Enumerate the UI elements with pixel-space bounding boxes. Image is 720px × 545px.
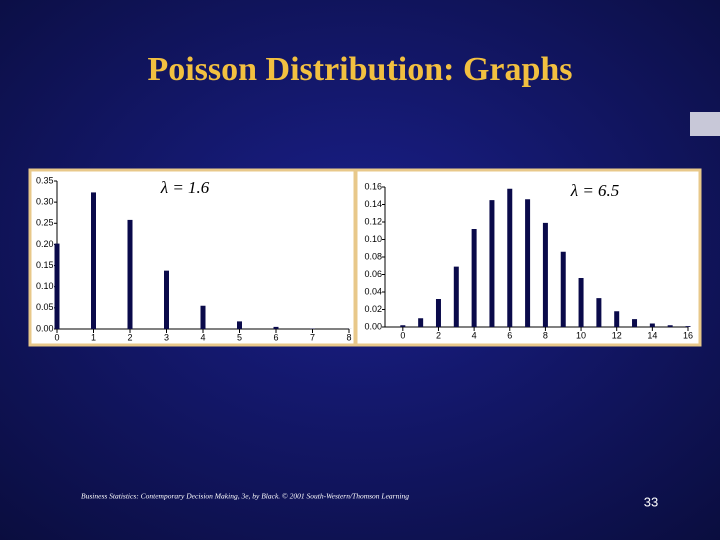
x-tick-label: 5 <box>237 332 242 342</box>
y-tick-label: 0.06 <box>364 269 382 279</box>
x-tick-label: 4 <box>472 330 477 340</box>
x-tick-label: 4 <box>200 332 205 342</box>
y-tick-label: 0.15 <box>36 260 54 270</box>
annotation: λ = 1.6 <box>160 178 210 197</box>
bar <box>543 223 548 327</box>
footer: Business Statistics: Contemporary Decisi… <box>81 492 409 501</box>
bar <box>668 325 673 327</box>
bar <box>650 324 655 328</box>
bar <box>201 306 206 329</box>
bar <box>454 267 459 327</box>
bar <box>507 189 512 327</box>
y-tick-label: 0.08 <box>364 251 382 261</box>
bar <box>237 321 242 329</box>
y-tick-label: 0.04 <box>364 286 382 296</box>
bar <box>91 192 96 329</box>
x-tick-label: 2 <box>436 330 441 340</box>
y-tick-label: 0.00 <box>36 323 54 333</box>
x-tick-label: 2 <box>127 332 132 342</box>
bar <box>596 298 601 327</box>
y-tick-label: 0.14 <box>364 199 382 209</box>
bar <box>164 271 169 329</box>
bar <box>525 199 530 327</box>
x-tick-label: 8 <box>346 332 351 342</box>
bar <box>274 327 279 329</box>
y-tick-label: 0.20 <box>36 239 54 249</box>
y-tick-label: 0.10 <box>364 234 382 244</box>
x-tick-label: 8 <box>543 330 548 340</box>
x-tick-label: 0 <box>400 330 405 340</box>
y-tick-label: 0.16 <box>364 181 382 191</box>
bar <box>472 229 477 327</box>
y-tick-label: 0.00 <box>364 321 382 331</box>
x-tick-label: 3 <box>164 332 169 342</box>
annotation: λ = 6.5 <box>570 181 620 200</box>
bar <box>418 318 423 327</box>
bar <box>686 326 691 327</box>
x-tick-label: 14 <box>647 330 657 340</box>
bar <box>55 244 60 329</box>
x-tick-label: 6 <box>507 330 512 340</box>
page-number: 33 <box>644 494 658 509</box>
x-tick-label: 7 <box>310 332 315 342</box>
x-tick-label: 1 <box>91 332 96 342</box>
y-tick-label: 0.10 <box>36 281 54 291</box>
slide-title: Poisson Distribution: Graphs <box>147 51 572 88</box>
x-tick-label: 0 <box>54 332 59 342</box>
y-tick-label: 0.05 <box>36 302 54 312</box>
bar <box>579 278 584 327</box>
y-tick-label: 0.02 <box>364 304 382 314</box>
bar <box>128 220 133 329</box>
bar <box>561 252 566 327</box>
decoration <box>690 112 720 136</box>
x-tick-label: 16 <box>683 330 693 340</box>
x-tick-label: 12 <box>612 330 622 340</box>
bar <box>489 200 494 327</box>
x-tick-label: 6 <box>273 332 278 342</box>
bar <box>614 311 619 327</box>
y-tick-label: 0.30 <box>36 197 54 207</box>
bar <box>436 299 441 327</box>
x-tick-label: 10 <box>576 330 586 340</box>
y-tick-label: 0.25 <box>36 218 54 228</box>
bar <box>400 325 405 327</box>
bar <box>632 319 637 327</box>
y-tick-label: 0.35 <box>36 175 54 185</box>
y-tick-label: 0.12 <box>364 216 382 226</box>
